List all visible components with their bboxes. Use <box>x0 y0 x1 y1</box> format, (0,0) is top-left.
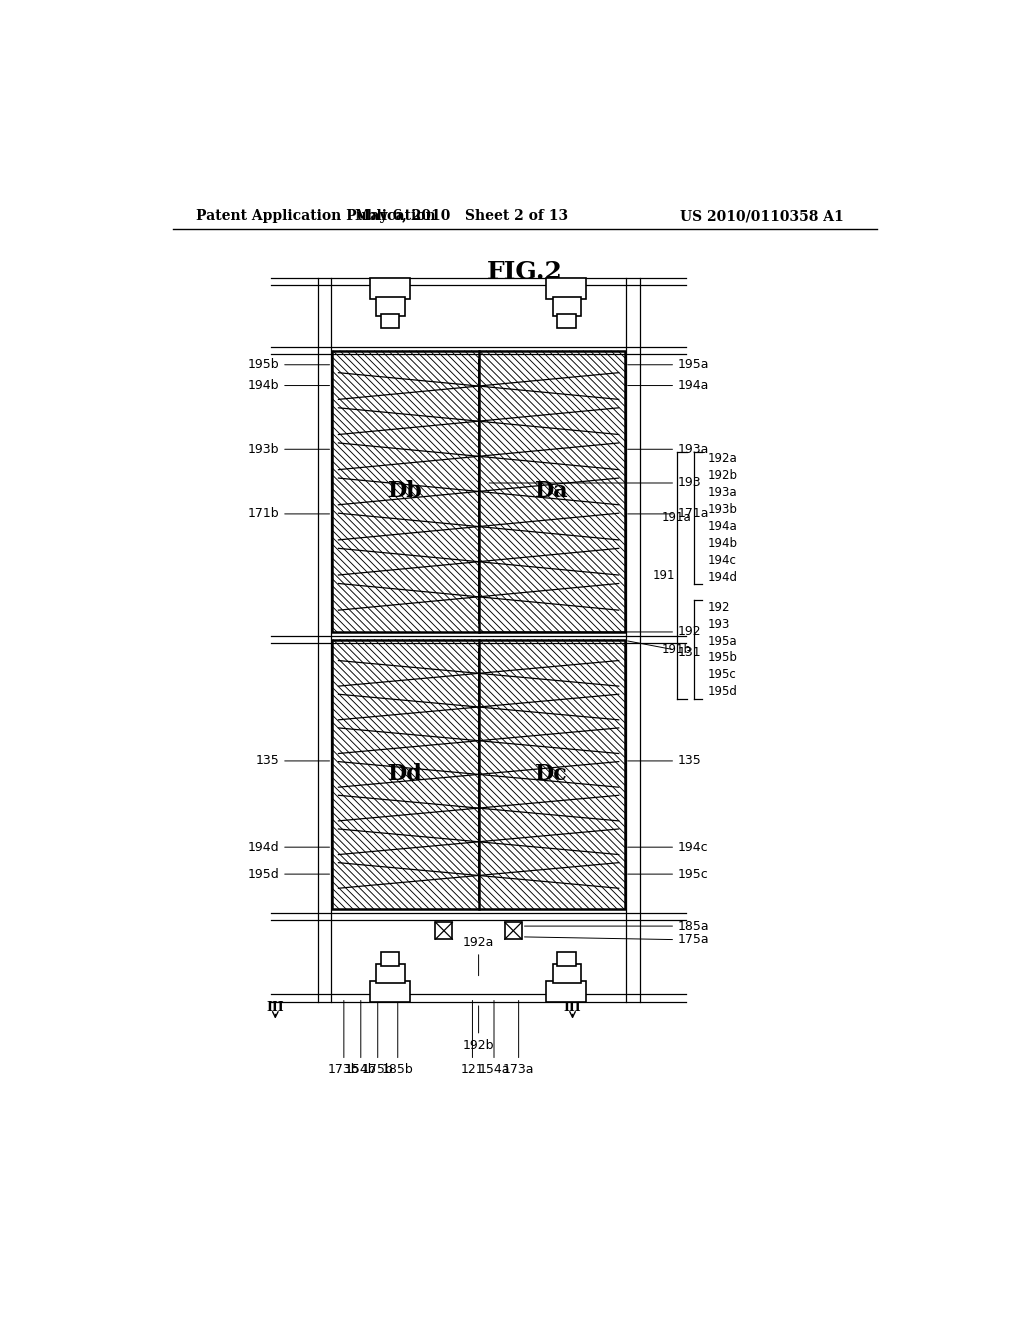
Text: 185a: 185a <box>524 920 710 933</box>
Text: 175b: 175b <box>361 1001 393 1076</box>
Text: Dc: Dc <box>536 763 568 785</box>
Bar <box>553 297 581 315</box>
Bar <box>376 297 404 315</box>
Text: Dd: Dd <box>388 763 423 785</box>
Text: 193a: 193a <box>628 442 710 455</box>
Text: 175a: 175a <box>524 933 710 946</box>
Text: 131: 131 <box>628 642 701 659</box>
Bar <box>370 981 410 1002</box>
Text: 195d: 195d <box>708 685 738 698</box>
Text: 192a: 192a <box>463 936 495 975</box>
Text: 195c: 195c <box>708 668 737 681</box>
Text: 121: 121 <box>461 1001 484 1076</box>
Text: 194b: 194b <box>248 379 330 392</box>
Bar <box>557 952 575 965</box>
Bar <box>478 640 625 909</box>
Text: 194a: 194a <box>708 520 738 533</box>
Text: 193: 193 <box>489 477 701 490</box>
Text: 173b: 173b <box>328 1001 359 1076</box>
Text: 194d: 194d <box>708 570 738 583</box>
Text: 195c: 195c <box>628 867 709 880</box>
Bar <box>547 277 587 298</box>
Text: 192: 192 <box>708 601 730 614</box>
Text: 171a: 171a <box>628 507 710 520</box>
Text: 195b: 195b <box>248 358 330 371</box>
Text: 193b: 193b <box>708 503 738 516</box>
Text: 194c: 194c <box>708 554 737 566</box>
Text: 154a: 154a <box>478 1001 510 1076</box>
Text: 192a: 192a <box>708 453 738 465</box>
Bar <box>381 952 399 965</box>
Text: 191a: 191a <box>663 511 692 524</box>
Text: 193b: 193b <box>248 442 330 455</box>
Text: 195a: 195a <box>628 358 710 371</box>
Bar <box>370 277 410 298</box>
Text: 194a: 194a <box>628 379 710 392</box>
Text: May 6, 2010   Sheet 2 of 13: May 6, 2010 Sheet 2 of 13 <box>355 209 568 223</box>
Text: 194b: 194b <box>708 537 738 550</box>
Text: III: III <box>564 1001 582 1014</box>
Text: 135: 135 <box>628 755 701 767</box>
Bar <box>478 351 625 632</box>
Bar <box>333 351 625 632</box>
Bar <box>376 964 404 982</box>
Bar <box>333 351 478 632</box>
Text: Db: Db <box>388 480 423 503</box>
Text: 195b: 195b <box>708 652 738 664</box>
Text: 173a: 173a <box>503 1001 535 1076</box>
Text: 192: 192 <box>481 626 701 639</box>
Text: FIG.2: FIG.2 <box>486 260 563 284</box>
Bar <box>547 981 587 1002</box>
Text: 193: 193 <box>708 618 730 631</box>
Bar <box>557 314 575 327</box>
Text: 154b: 154b <box>345 1001 377 1076</box>
Bar <box>381 314 399 327</box>
Text: 135: 135 <box>255 755 330 767</box>
Text: 195a: 195a <box>708 635 737 648</box>
Text: 192b: 192b <box>463 1006 495 1052</box>
Bar <box>435 923 453 940</box>
Bar <box>553 964 581 982</box>
Text: US 2010/0110358 A1: US 2010/0110358 A1 <box>680 209 844 223</box>
Text: 195d: 195d <box>248 867 330 880</box>
Bar <box>333 640 625 909</box>
Text: 194d: 194d <box>248 841 330 854</box>
Text: 191b: 191b <box>662 643 692 656</box>
Text: 194c: 194c <box>628 841 709 854</box>
Text: 185b: 185b <box>382 1001 414 1076</box>
Text: 171b: 171b <box>248 507 330 520</box>
Text: 192b: 192b <box>708 469 738 482</box>
Text: Patent Application Publication: Patent Application Publication <box>196 209 435 223</box>
Text: 193a: 193a <box>708 486 737 499</box>
Bar <box>505 923 521 940</box>
Text: 191: 191 <box>652 569 675 582</box>
Text: Da: Da <box>535 480 568 503</box>
Text: III: III <box>266 1001 284 1014</box>
Bar <box>333 640 478 909</box>
